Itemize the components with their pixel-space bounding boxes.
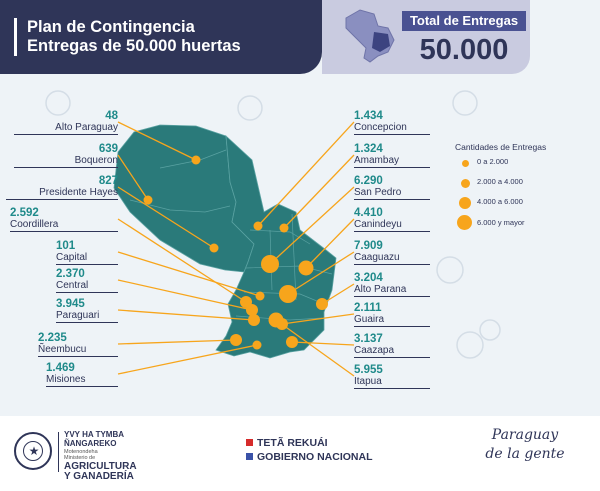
footer-divider xyxy=(58,432,59,472)
delivery-marker xyxy=(230,334,242,346)
brand-logo: Paraguay de la gente xyxy=(485,427,565,462)
leader-line xyxy=(283,154,355,229)
leader-line xyxy=(287,251,355,295)
leader-line xyxy=(291,341,355,346)
title-line-2: Entregas de 50.000 huertas xyxy=(27,37,241,55)
ministry-agriculture: AGRICULTURA Y GANADERÍA xyxy=(64,461,137,482)
legend: Cantidades de Entregas 0 a 2.000 2.000 a… xyxy=(455,142,595,237)
label-caazapa: 3.137 Caazapa xyxy=(354,333,430,358)
delivery-marker xyxy=(248,314,260,326)
leader-line xyxy=(281,313,355,325)
delivery-marker xyxy=(252,340,262,350)
label-presidente-hayes: 827 Presidente Hayes xyxy=(6,175,118,200)
government-seal-icon: ★ xyxy=(14,432,52,470)
delivery-marker xyxy=(255,291,265,301)
leader-line xyxy=(117,186,215,249)
label-san-pedro: 6.290 San Pedro xyxy=(354,175,430,200)
leader-line xyxy=(269,186,355,265)
delivery-marker xyxy=(209,243,219,253)
footer xyxy=(0,416,600,491)
label-paraguari: 3.945 Paraguari xyxy=(56,298,118,323)
leader-line xyxy=(117,218,247,303)
label-neembucu: 2.235 Ñeembucu xyxy=(38,332,118,357)
leader-line xyxy=(305,218,355,269)
legend-item: 0 a 2.000 xyxy=(455,157,595,177)
ministry-small-text: Motenondeha Ministerio de xyxy=(64,449,98,461)
total-label: Total de Entregas xyxy=(402,11,526,31)
label-central: 2.370 Central xyxy=(56,268,118,293)
label-guaira: 2.111 Guaira xyxy=(354,302,430,327)
label-amambay: 1.324 Amambay xyxy=(354,143,430,168)
header: Plan de Contingencia Entregas de 50.000 … xyxy=(0,0,600,74)
legend-dot-icon xyxy=(462,160,469,167)
red-square-icon xyxy=(246,439,253,446)
gov-line-2: GOBIERNO NACIONAL xyxy=(246,451,373,463)
legend-title: Cantidades de Entregas xyxy=(455,142,547,152)
delivery-marker xyxy=(279,285,297,303)
delivery-marker xyxy=(253,221,263,231)
label-misiones: 1.469 Misiones xyxy=(46,362,118,387)
delivery-marker xyxy=(268,312,284,328)
leader-line xyxy=(117,154,149,201)
legend-item: 2.000 a 4.000 xyxy=(455,177,595,197)
label-boqueron: 639 Boqueron xyxy=(14,143,118,168)
label-itapua: 5.955 Itapua xyxy=(354,364,430,389)
page-title: Plan de Contingencia Entregas de 50.000 … xyxy=(14,18,241,56)
delivery-marker xyxy=(191,155,201,165)
leader-line xyxy=(321,283,355,305)
label-caaguazu: 7.909 Caaguazu xyxy=(354,240,430,265)
label-concepcion: 1.434 Concepcion xyxy=(354,110,430,135)
paraguay-mini-map-icon xyxy=(345,9,395,63)
leader-line xyxy=(117,309,255,321)
gov-line-1: TETÃ REKUÁI xyxy=(246,437,328,449)
legend-item: 6.000 y mayor xyxy=(455,215,595,237)
label-canindeyu: 4.410 Canindeyu xyxy=(354,207,430,232)
ministry-name: YVY HA TYMBA ÑANGAREKO xyxy=(64,430,125,448)
leader-line xyxy=(117,279,253,311)
delivery-marker xyxy=(298,260,314,276)
label-capital: 101 Capital xyxy=(56,240,118,265)
delivery-marker xyxy=(143,195,153,205)
header-dark-panel xyxy=(0,0,322,74)
leader-line xyxy=(117,339,237,345)
label-alto-parana: 3.204 Alto Parana xyxy=(354,272,430,297)
delivery-marker xyxy=(316,298,328,310)
blue-square-icon xyxy=(246,453,253,460)
leader-line xyxy=(257,121,355,227)
legend-dot-icon xyxy=(461,179,470,188)
leader-line xyxy=(275,319,355,377)
delivery-marker xyxy=(261,255,279,273)
total-value: 50.000 xyxy=(419,34,509,66)
leader-line xyxy=(117,344,258,375)
label-coordillera: 2.592 Coordillera xyxy=(10,207,118,232)
legend-dot-icon xyxy=(457,215,472,230)
label-alto-paraguay: 48 Alto Paraguay xyxy=(14,110,118,135)
legend-dot-icon xyxy=(459,197,471,209)
leader-line xyxy=(117,121,197,161)
title-line-1: Plan de Contingencia xyxy=(27,18,195,36)
legend-item: 4.000 a 6.000 xyxy=(455,197,595,217)
delivery-marker xyxy=(286,336,298,348)
delivery-marker xyxy=(279,223,289,233)
leader-line xyxy=(117,251,261,297)
delivery-marker xyxy=(246,304,258,316)
